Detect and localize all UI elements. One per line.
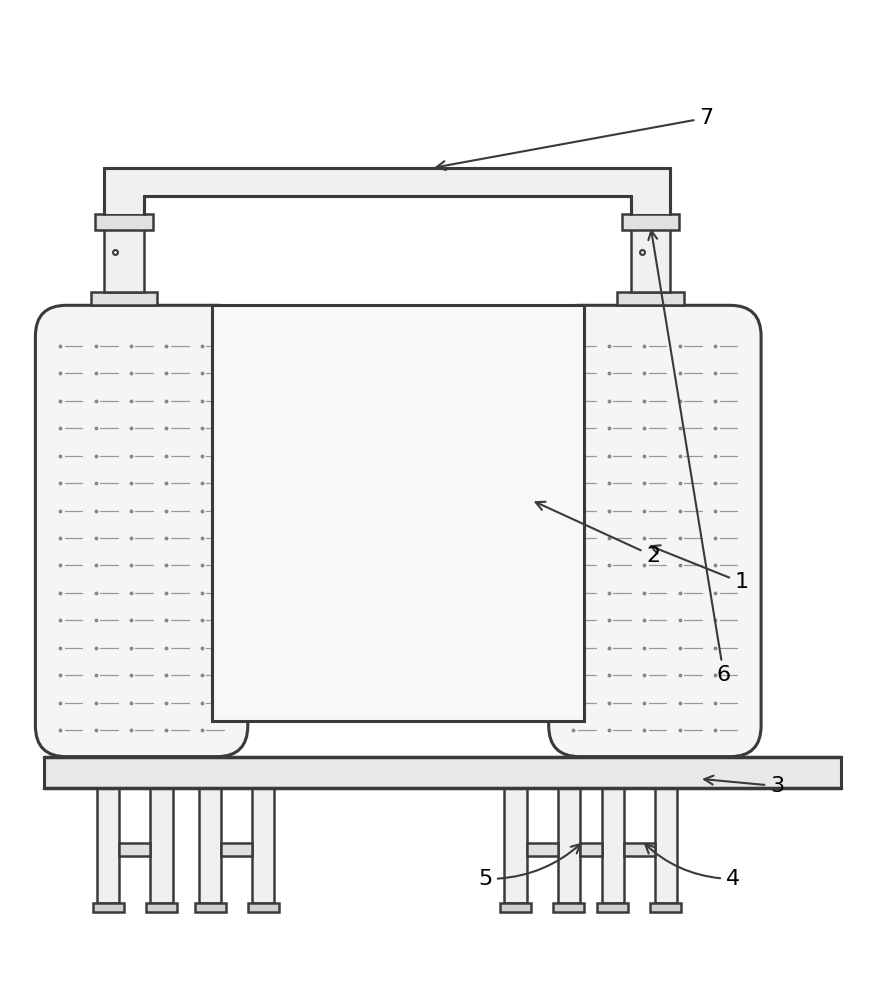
Bar (146, 903, 177, 912)
Bar (553, 903, 584, 912)
Bar (195, 903, 226, 912)
Bar (504, 788, 527, 903)
Text: 6: 6 (649, 231, 731, 685)
Bar (199, 788, 221, 903)
Text: 5: 5 (478, 844, 581, 889)
Bar (650, 903, 681, 912)
Bar (580, 843, 602, 856)
Bar (44, 757, 841, 788)
Bar (500, 903, 531, 912)
Bar (221, 843, 252, 856)
Bar (119, 843, 150, 856)
Bar (104, 196, 143, 214)
Text: 1: 1 (650, 545, 749, 592)
Bar (630, 226, 671, 292)
Bar (104, 168, 671, 196)
Bar (655, 788, 677, 903)
Text: 2: 2 (535, 502, 660, 566)
Bar (104, 226, 144, 292)
Bar (527, 843, 558, 856)
Bar (252, 788, 274, 903)
Text: 3: 3 (704, 776, 784, 796)
Text: 7: 7 (436, 108, 713, 170)
Bar (621, 214, 680, 230)
Bar (91, 292, 158, 305)
Bar (150, 788, 173, 903)
Bar (248, 903, 279, 912)
Bar (602, 788, 624, 903)
Bar (97, 788, 119, 903)
Bar (630, 196, 671, 214)
Bar (93, 903, 124, 912)
Bar (212, 305, 584, 721)
Bar (96, 214, 153, 230)
FancyBboxPatch shape (35, 305, 248, 757)
Bar (618, 292, 684, 305)
Bar (624, 843, 655, 856)
Text: 4: 4 (645, 844, 740, 889)
Bar (558, 788, 580, 903)
Bar (597, 903, 628, 912)
FancyBboxPatch shape (549, 305, 761, 757)
